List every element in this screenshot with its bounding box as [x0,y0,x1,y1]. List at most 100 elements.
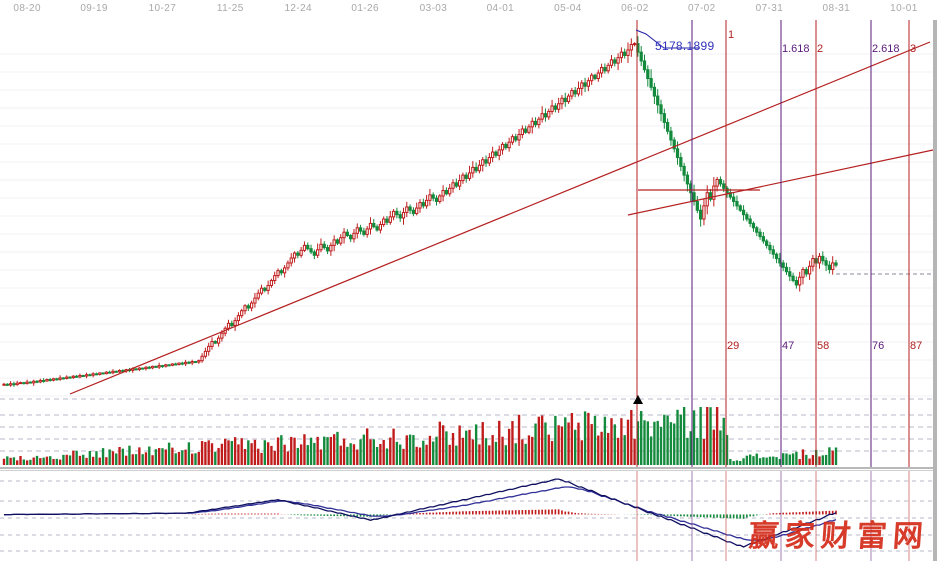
volume-bar [600,431,603,465]
candle-body [395,210,399,216]
volume-bar [613,424,616,465]
candle-body [203,350,208,357]
volume-series[interactable] [2,407,838,465]
candle-body [408,206,412,211]
volume-bar [507,428,511,465]
volume-bar [739,460,742,465]
volume-bar [696,437,699,465]
candle-body [316,249,320,256]
volume-bar [597,435,600,465]
candle-body [349,235,353,240]
candle-body [269,280,274,286]
candle-body [682,165,686,176]
candle-body [507,141,511,149]
candle-body [325,247,330,252]
candle-body [197,360,201,363]
volume-bar [603,416,607,465]
candle-body [609,59,614,66]
date-tick-11-25: 11-25 [216,3,244,14]
volume-bar [342,438,346,465]
volume-bar [220,443,224,465]
candle-body [448,187,452,195]
volume-bar [98,457,101,465]
candle-series[interactable] [2,36,838,387]
volume-bar [676,409,679,465]
candle-body [81,374,85,377]
volume-bar [577,422,580,465]
price-chart-panel[interactable] [0,20,937,405]
volume-bar [42,457,45,465]
candle-body [659,104,663,115]
volume-plot[interactable] [0,405,937,467]
volume-bar [468,429,471,465]
candle-body [210,340,214,347]
volume-bar [293,437,296,465]
volume-bar [808,458,811,465]
date-tick-10-27: 10-27 [148,3,177,14]
bar-count-label-0: 29 [727,340,740,352]
candle-body [15,382,19,386]
volume-bar [742,458,745,465]
volume-bar [451,433,455,465]
volume-bar [108,449,111,465]
candle-body [170,363,175,366]
volume-bar [573,429,577,465]
candle-body [306,244,310,250]
candle-body [784,266,789,273]
candle-body [530,120,534,128]
volume-bar [303,434,306,465]
candle-body [675,148,680,159]
volume-bar [626,419,630,465]
candle-body [240,310,244,317]
volume-bar [286,451,290,465]
macd-plot[interactable] [0,471,937,561]
volume-bar [230,441,233,465]
volume-bar [19,455,22,465]
right-scroll-rail[interactable] [933,20,937,561]
candle-body [286,262,290,269]
volume-bar [471,439,475,465]
candle-body [649,78,653,88]
fib-ratio-label-2: 2 [817,43,824,55]
candle-body [758,231,762,238]
candle-body [236,315,241,322]
volume-bar [207,440,210,465]
candlestick-plot[interactable] [0,20,937,405]
volume-bar [610,418,613,465]
volume-bar [75,450,78,465]
volume-bar [95,451,98,465]
candle-body [781,262,785,268]
volume-bar [12,457,16,465]
candle-body [154,365,158,368]
candle-body [431,194,435,199]
volume-bar [481,422,484,465]
candle-body [590,74,594,82]
candle-body [613,59,617,64]
macd-panel[interactable] [0,470,937,561]
date-tick-09-19: 09-19 [80,3,108,14]
candle-body [557,103,561,110]
volume-bar [425,444,428,465]
volume-panel[interactable] [0,405,937,469]
volume-bar [673,423,676,465]
candle-body [817,255,822,264]
volume-bar [346,446,349,465]
volume-bar [214,451,217,465]
candle-body [375,226,379,231]
volume-bar [121,448,125,465]
volume-bar [359,439,362,465]
candle-body [273,275,277,282]
candle-body [424,199,429,207]
candle-body [586,80,591,87]
volume-bar [722,417,725,465]
volume-bar [313,442,316,465]
volume-bar [435,436,438,465]
volume-bar [649,436,653,465]
candle-body [547,110,551,118]
volume-bar [643,420,646,465]
peak-price-label: 5178.1899 [655,39,715,53]
candle-body [226,322,231,329]
volume-bar [184,449,187,465]
volume-bar [306,445,309,465]
candle-body [553,105,557,110]
